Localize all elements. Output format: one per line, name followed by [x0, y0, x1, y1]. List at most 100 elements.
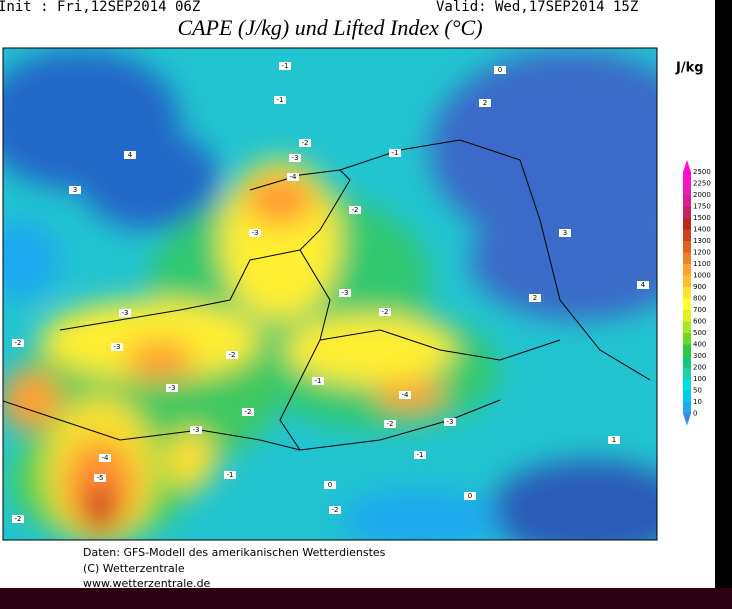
footer-copyright: (C) Wetterzentrale	[83, 562, 185, 575]
contour-label: -2	[387, 420, 394, 428]
label-box	[69, 186, 81, 194]
label-box	[637, 281, 649, 289]
valid-time: Valid: Wed,17SEP2014 15Z	[436, 0, 638, 15]
contour-label: -2	[229, 351, 236, 359]
label-box	[414, 451, 426, 459]
colorbar-segment	[683, 379, 691, 391]
label-box	[379, 308, 391, 316]
colorbar-tick-label: 2000	[693, 191, 711, 199]
colorbar-tick-label: 1500	[693, 214, 711, 222]
contour-label: -1	[282, 62, 289, 70]
colorbar-tick-label: 2500	[693, 168, 711, 176]
label-box	[399, 391, 411, 399]
label-box	[12, 339, 24, 347]
contour-label: -3	[342, 289, 349, 297]
field-blob	[245, 175, 315, 225]
colorbar-tip	[683, 413, 691, 426]
label-box	[324, 481, 336, 489]
colorbar-segment	[683, 402, 691, 414]
colorbar-tick-label: 300	[693, 352, 706, 360]
colorbar-segment	[683, 275, 691, 287]
contour-label: -4	[402, 391, 410, 399]
label-box	[224, 471, 236, 479]
border	[3, 400, 301, 451]
field-blob	[40, 300, 260, 380]
colorbar-segment	[683, 321, 691, 333]
label-box	[111, 343, 123, 351]
colorbar-tick-label: 400	[693, 341, 706, 349]
border	[339, 139, 651, 381]
contour-label: -3	[447, 418, 454, 426]
label-box	[226, 351, 238, 359]
contour-label: -4	[290, 173, 298, 181]
field-blob	[470, 200, 657, 320]
label-box	[389, 149, 401, 157]
field-blob	[3, 370, 60, 430]
init-time: Init : Fri,12SEP2014 06Z	[0, 0, 200, 15]
label-box	[559, 229, 571, 237]
footer-url: www.wetterzentrale.de	[83, 577, 211, 590]
label-box	[349, 206, 361, 214]
label-box	[249, 229, 261, 237]
label-box	[608, 436, 620, 444]
borders	[3, 139, 651, 451]
contour-label: -2	[15, 339, 22, 347]
label-box	[289, 154, 301, 162]
label-box	[12, 515, 24, 523]
contour-label: -1	[315, 377, 322, 385]
colorbar-tick-label: 0	[693, 410, 697, 418]
colorbar-segment	[683, 356, 691, 368]
label-box	[124, 151, 136, 159]
colorbar-tick-label: 1300	[693, 237, 711, 245]
bottom-bar	[0, 588, 732, 609]
contour-label: -1	[227, 471, 234, 479]
colorbar-segment	[683, 195, 691, 207]
label-box	[529, 294, 541, 302]
colorbar-segment	[683, 287, 691, 299]
label-box	[279, 62, 291, 70]
colorbar-unit: J/kg	[675, 61, 704, 76]
contour-label: 0	[468, 492, 472, 500]
label-box	[494, 66, 506, 74]
label-box	[329, 506, 341, 514]
contour-label: -2	[352, 206, 359, 214]
label-box	[479, 99, 491, 107]
field-blob	[3, 220, 60, 300]
contour-label: 3	[73, 186, 77, 194]
colorbar: 0 10 50 100 200 300 400 500 600 700 800 900 1000 1100…	[683, 160, 711, 426]
contour-label: -3	[122, 309, 129, 317]
colorbar-segment	[683, 264, 691, 276]
border	[279, 249, 501, 451]
label-box	[166, 384, 178, 392]
contour-label: -1	[417, 451, 424, 459]
field-blob	[340, 490, 500, 540]
colorbar-tick-label: 10	[693, 398, 702, 406]
label-box	[312, 377, 324, 385]
contour-label: 0	[328, 481, 332, 489]
colorbar-segment	[683, 310, 691, 322]
label-box	[444, 418, 456, 426]
field-blob	[285, 315, 455, 385]
contour-label: 0	[498, 66, 502, 74]
colorbar-segment	[683, 367, 691, 379]
label-box	[384, 420, 396, 428]
contour-label: 1	[612, 436, 616, 444]
colorbar-segment	[683, 241, 691, 253]
colorbar-tick-label: 500	[693, 329, 706, 337]
field-blob	[165, 430, 215, 490]
colorbar-tick-label: 1100	[693, 260, 711, 268]
colorbar-tip	[683, 160, 691, 172]
label-box	[190, 426, 202, 434]
colorbar-segment	[683, 183, 691, 195]
contour-label: -3	[169, 384, 176, 392]
map-frame	[2, 47, 658, 541]
colorbar-tick-label: 1750	[693, 203, 711, 211]
colorbar-segment	[683, 172, 691, 184]
colorbar-segment	[683, 298, 691, 310]
contour-label: 2	[533, 294, 537, 302]
contour-label: 3	[563, 229, 567, 237]
colorbar-tick-label: 200	[693, 364, 706, 372]
colorbar-segment	[683, 252, 691, 264]
